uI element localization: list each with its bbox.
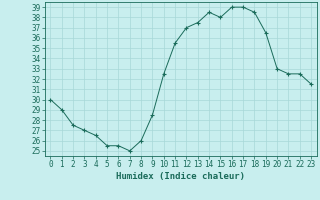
X-axis label: Humidex (Indice chaleur): Humidex (Indice chaleur) (116, 172, 245, 181)
